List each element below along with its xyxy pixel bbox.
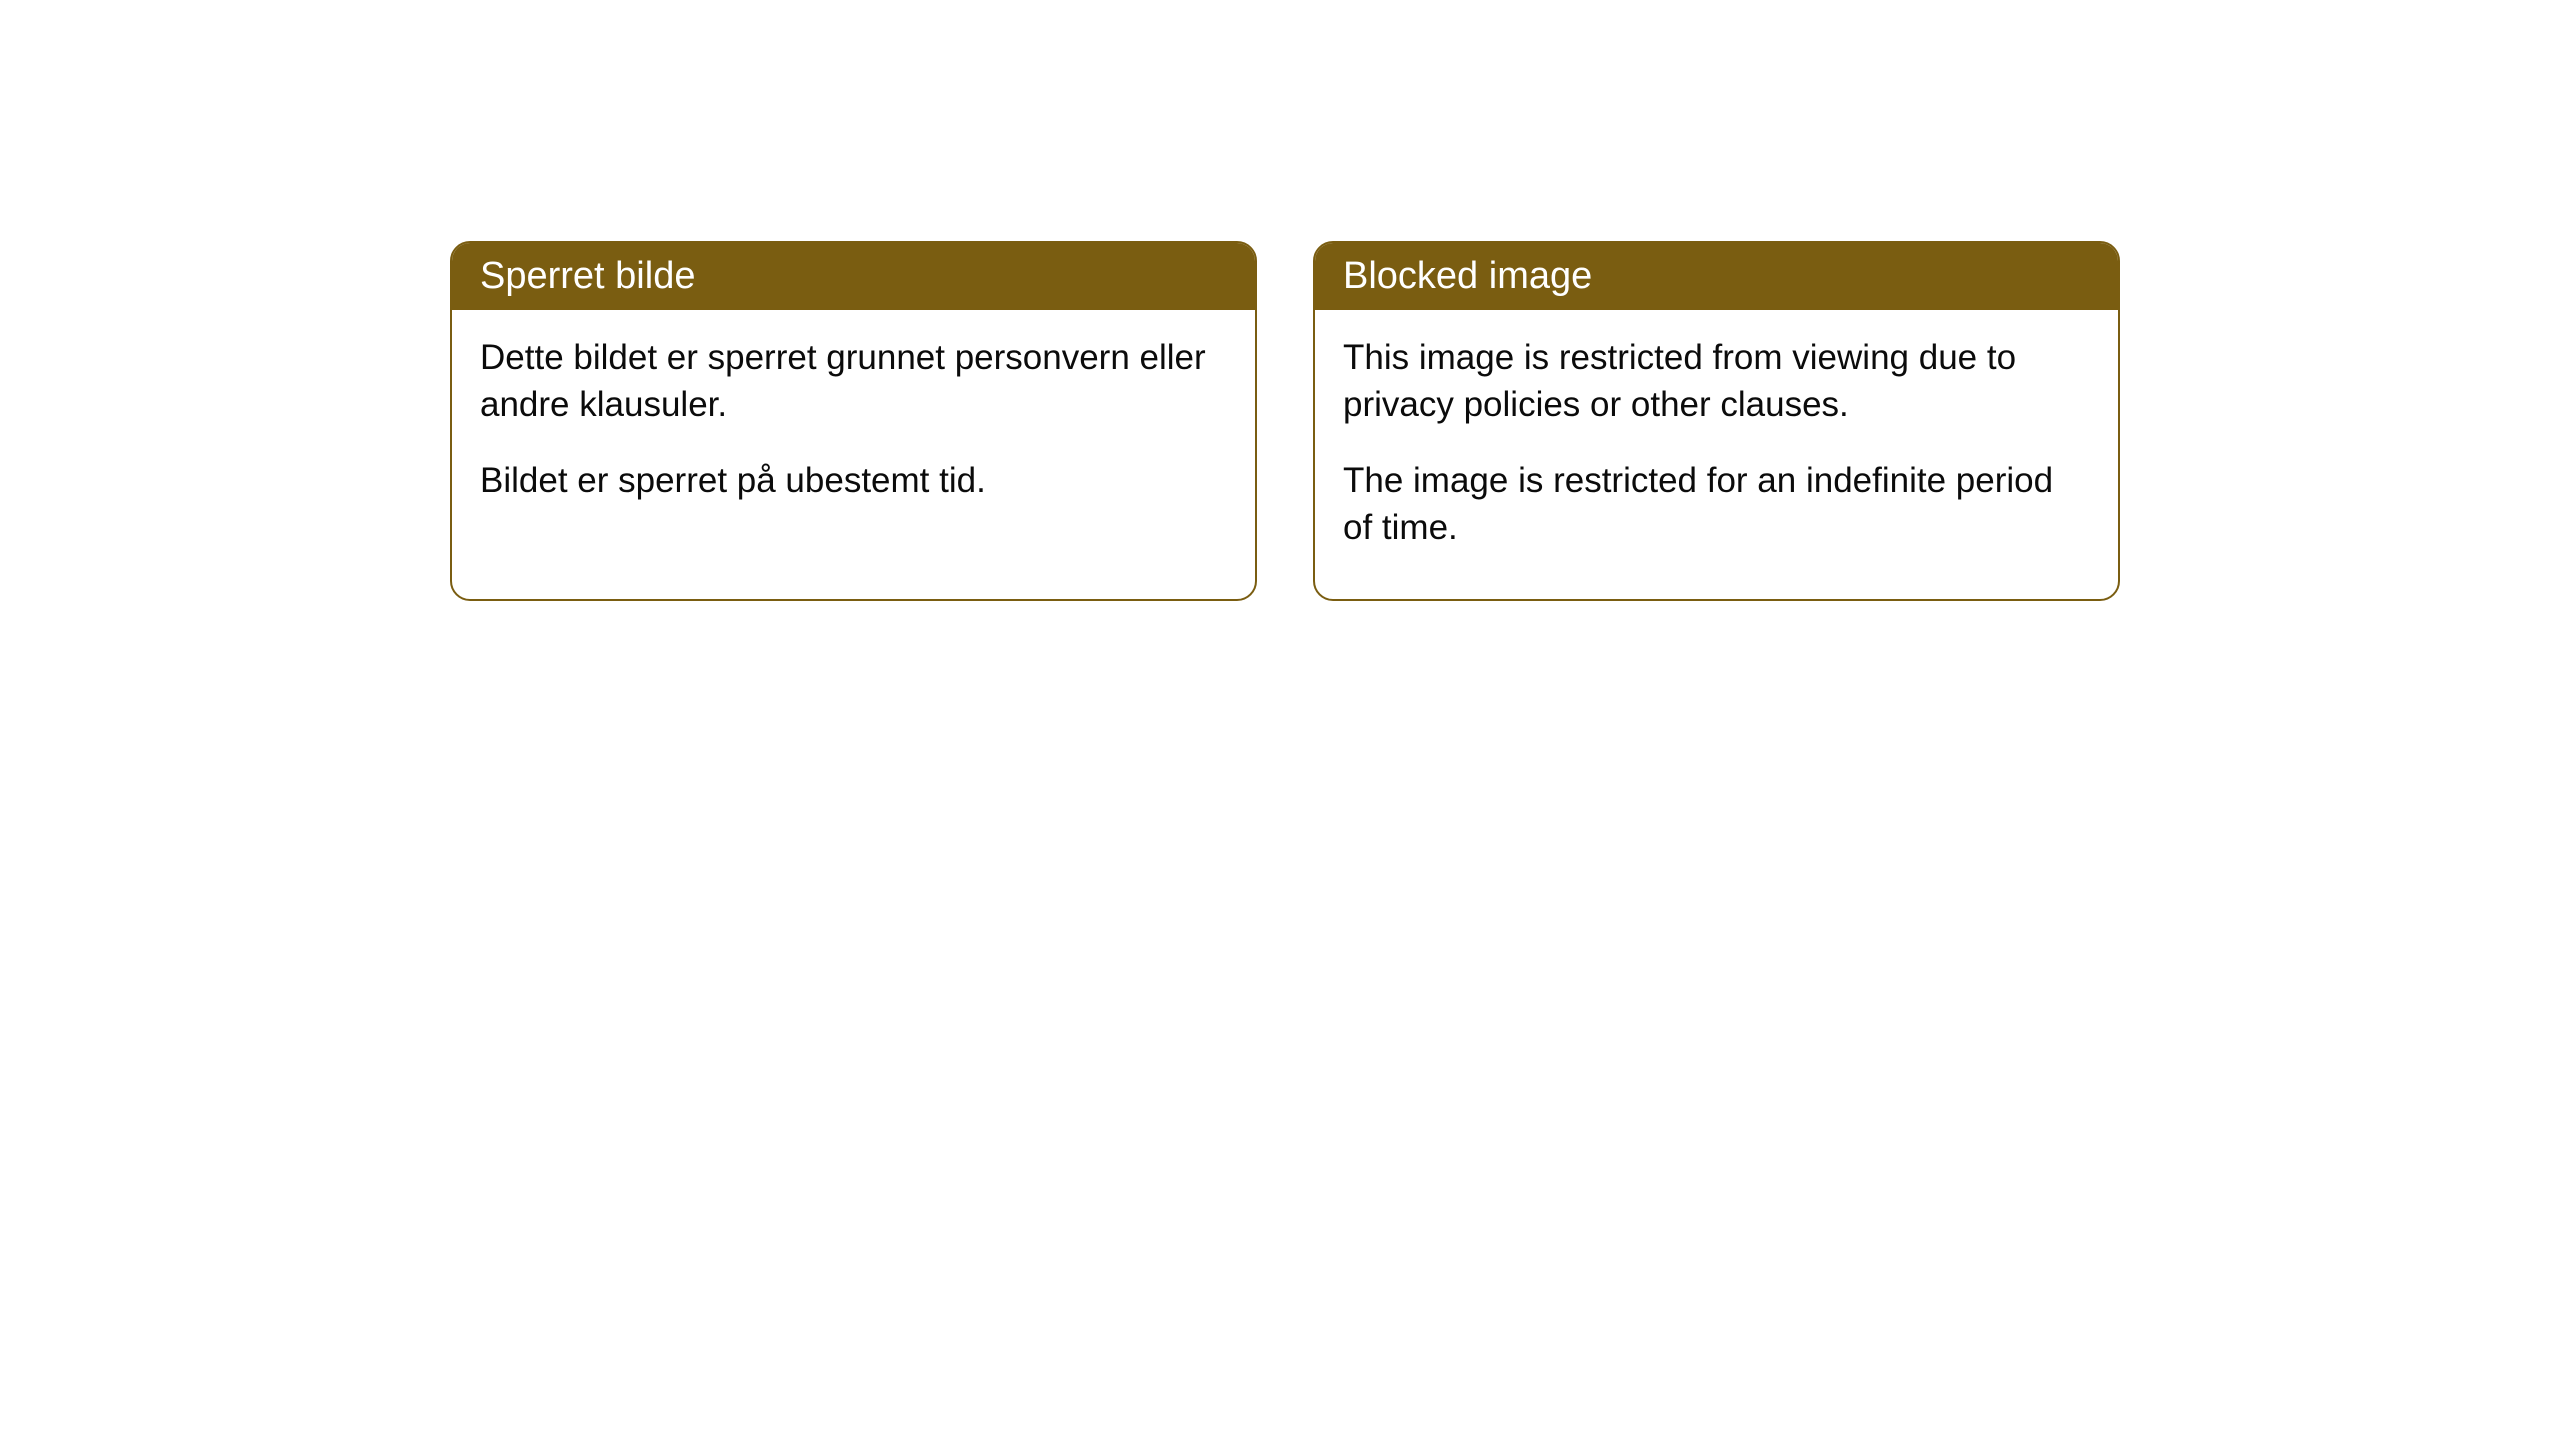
notice-paragraph: This image is restricted from viewing du… xyxy=(1343,334,2090,429)
notice-body-english: This image is restricted from viewing du… xyxy=(1315,310,2118,599)
notice-title-english: Blocked image xyxy=(1343,255,1592,297)
notice-card-norwegian: Sperret bilde Dette bildet er sperret gr… xyxy=(450,241,1257,601)
notice-paragraph: The image is restricted for an indefinit… xyxy=(1343,457,2090,552)
notice-header-english: Blocked image xyxy=(1315,243,2118,310)
notice-container: Sperret bilde Dette bildet er sperret gr… xyxy=(450,241,2120,601)
notice-paragraph: Dette bildet er sperret grunnet personve… xyxy=(480,334,1227,429)
notice-body-norwegian: Dette bildet er sperret grunnet personve… xyxy=(452,310,1255,552)
notice-paragraph: Bildet er sperret på ubestemt tid. xyxy=(480,457,1227,504)
notice-card-english: Blocked image This image is restricted f… xyxy=(1313,241,2120,601)
notice-title-norwegian: Sperret bilde xyxy=(480,255,695,297)
notice-header-norwegian: Sperret bilde xyxy=(452,243,1255,310)
